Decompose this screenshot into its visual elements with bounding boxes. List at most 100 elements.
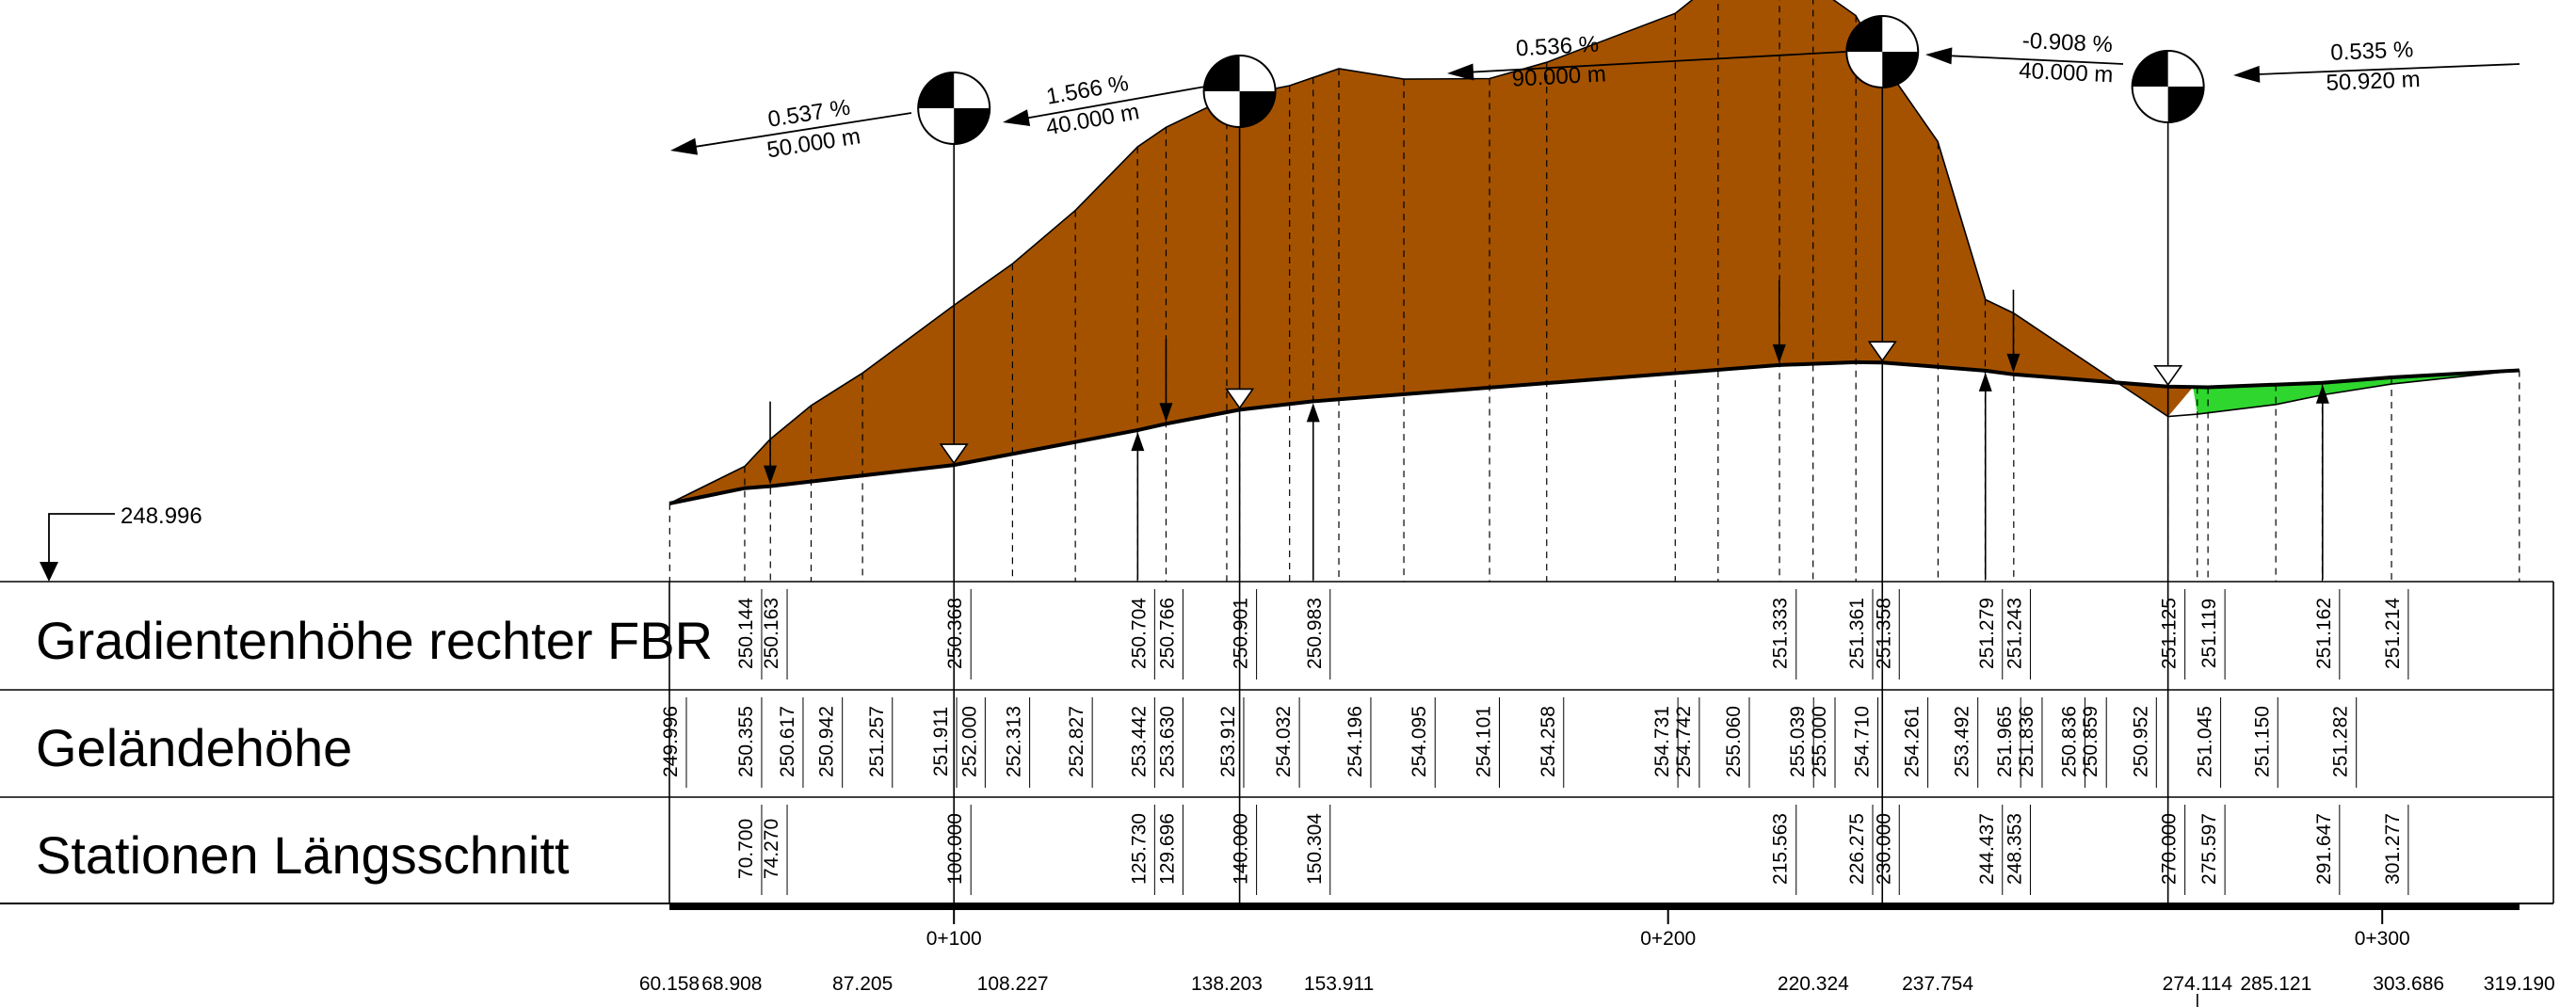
bottom-station-label: 68.908 (701, 973, 762, 995)
ground-height-text: 254.261 (1902, 706, 1924, 777)
ground-height-text: 255.060 (1723, 706, 1745, 777)
ground-height-text: 254.101 (1473, 706, 1495, 777)
bottom-station-label: 319.190 (2484, 973, 2555, 995)
chainage-label: 0+100 (926, 928, 982, 950)
ground-height-text: 253.492 (1952, 706, 1973, 777)
station-value-text: 244.437 (1976, 813, 1998, 885)
reference-arrowhead (40, 562, 58, 582)
ground-height-text: 253.630 (1156, 706, 1178, 777)
gradient-height-text: 251.119 (2198, 599, 2220, 668)
ground-height-text: 250.355 (735, 706, 757, 777)
ground-height-text: 254.742 (1673, 706, 1695, 777)
profile-shading (669, 0, 2520, 504)
reference-bracket (48, 513, 115, 569)
chainage-label: 0+200 (1640, 928, 1696, 950)
station-value-text: 248.353 (2004, 813, 2026, 885)
station-value-text: 275.597 (2198, 813, 2220, 885)
ground-height-text: 254.731 (1651, 706, 1673, 777)
up-arrow-head (1978, 372, 1992, 392)
station-value-text: 215.563 (1770, 813, 1792, 885)
gradient-height-text: 250.766 (1156, 598, 1178, 669)
down-arrow-head (1772, 344, 1786, 363)
grade-arrowhead (1447, 63, 1474, 81)
grade-arrow-line (1945, 55, 2124, 65)
grade-arrowhead (1003, 109, 1031, 126)
pvi-symbol-quadrant (1882, 52, 1919, 88)
gradient-height-text: 250.901 (1231, 598, 1252, 669)
bottom-station-label: 60.158 (639, 973, 700, 995)
station-value-text: 301.277 (2382, 813, 2404, 885)
reference-level: 248.996 (40, 504, 202, 582)
station-value-text: 291.647 (2313, 813, 2335, 885)
gradient-height-text: 251.162 (2313, 598, 2335, 669)
pvi-triangle (2153, 365, 2183, 387)
ground-height-text: 252.000 (958, 706, 980, 777)
gradient-annotations: 0.537 %50.000 m1.566 %40.000 m0.536 %90.… (670, 15, 2520, 903)
cut-area (669, 0, 2194, 504)
ground-height-text: 254.710 (1852, 706, 1874, 777)
pvi-symbol-quadrant (2132, 51, 2168, 87)
station-value-text: 125.730 (1128, 813, 1150, 885)
station-value-text: 270.000 (2159, 813, 2181, 885)
ground-height-text: 250.942 (816, 706, 838, 777)
grade-arrow-line (1467, 51, 1846, 73)
gradient-height-text: 251.333 (1770, 598, 1792, 669)
bottom-station-label: 274.114 (2163, 973, 2233, 995)
gradient-height-text: 250.368 (944, 598, 966, 669)
station-value-text: 129.696 (1156, 813, 1178, 885)
bottom-station-label: 285.121 (2240, 973, 2311, 995)
station-value-text: 150.304 (1304, 813, 1326, 885)
chainage-label: 0+300 (2355, 928, 2410, 950)
gradient-height-text: 251.361 (1846, 598, 1868, 669)
grade-arrowhead (1925, 47, 1953, 65)
ground-height-text: 251.257 (866, 706, 888, 777)
row-label-stations: Stationen Längsschnitt (36, 825, 570, 885)
reference-level-label: 248.996 (121, 504, 202, 529)
ground-height-text: 250.836 (2059, 706, 2081, 777)
level-markers (764, 280, 2329, 580)
up-arrow-head (2315, 384, 2329, 404)
grade-arrowhead (670, 137, 699, 155)
pvi-symbol-quadrant (1203, 56, 1240, 91)
data-table: Gradientenhöhe rechter FBR Geländehöhe S… (0, 581, 2554, 904)
ground-height-text: 254.196 (1344, 706, 1366, 777)
down-arrow-head (764, 465, 778, 485)
pvi-symbol-quadrant (918, 72, 955, 108)
gradient-height-text: 250.704 (1128, 598, 1150, 669)
up-arrow-head (1131, 432, 1145, 452)
pvi-symbol-quadrant (954, 108, 990, 144)
ground-height-text: 251.282 (2330, 706, 2352, 777)
station-value-text: 70.700 (735, 819, 757, 879)
gradient-height-text: 251.125 (2159, 598, 2181, 669)
station-value-text: 140.000 (1231, 813, 1252, 885)
ground-height-text: 253.442 (1128, 706, 1150, 777)
station-value-text: 226.275 (1846, 813, 1868, 885)
ground-height-text: 253.912 (1217, 706, 1239, 777)
grade-arrowhead (2233, 65, 2261, 83)
bottom-station-label: 153.911 (1304, 973, 1374, 995)
grade-slope-label: 0.536 % (1515, 32, 1599, 62)
chainage-axis: 0+100 0+200 0+300 60.158 68.908 87.205 108.227… (639, 904, 2555, 1007)
gradient-height-text: 250.983 (1304, 598, 1326, 669)
ground-height-text: 250.617 (777, 706, 798, 777)
ground-height-text: 254.032 (1273, 706, 1295, 777)
gradient-height-text: 251.358 (1873, 598, 1894, 669)
row-label-ground: Geländehöhe (36, 718, 352, 777)
gradient-height-text: 250.144 (735, 598, 757, 669)
bottom-station-label: 237.754 (1902, 973, 1973, 995)
ground-height-text: 251.045 (2195, 706, 2216, 777)
bottom-station-label: 87.205 (832, 973, 893, 995)
up-arrow-head (1306, 403, 1320, 423)
pvi-symbol-quadrant (1846, 16, 1883, 52)
station-value-text: 74.270 (761, 819, 782, 879)
pvi-symbol-quadrant (1239, 91, 1276, 127)
ground-height-text: 255.039 (1787, 706, 1809, 777)
grade-length-label: 40.000 m (2019, 58, 2114, 88)
down-arrow-head (1159, 403, 1173, 423)
ground-height-text: 251.911 (930, 707, 952, 776)
ground-height-text: 251.150 (2251, 706, 2273, 777)
station-value-text: 100.000 (944, 813, 966, 885)
grade-length-label: 50.920 m (2326, 67, 2421, 96)
ground-height-text: 251.965 (1994, 706, 2016, 777)
